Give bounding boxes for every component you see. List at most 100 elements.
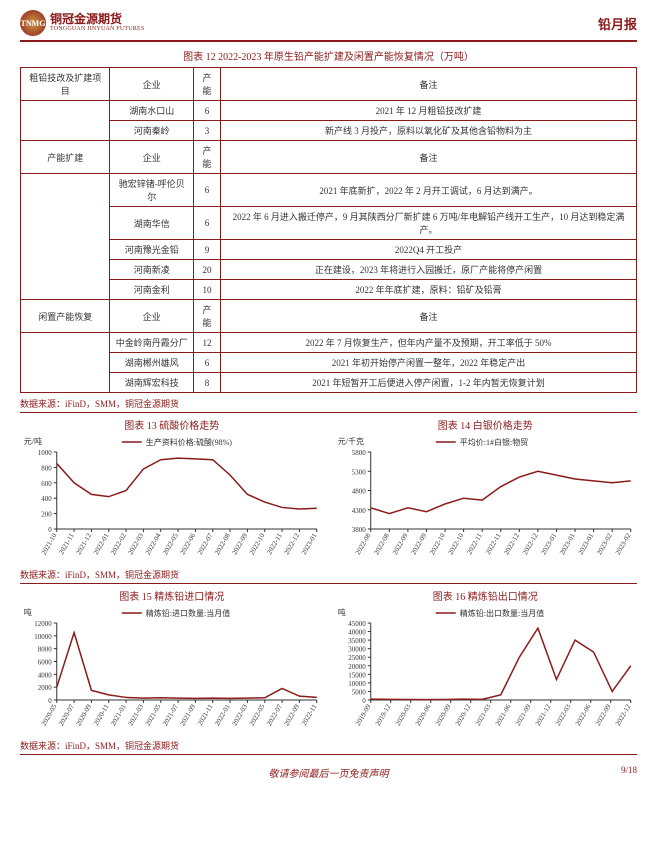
table-header-cell: 产能 — [194, 141, 221, 174]
svg-text:6000: 6000 — [38, 659, 53, 667]
svg-text:2021-05: 2021-05 — [144, 703, 163, 728]
table-cell: 12 — [194, 333, 221, 353]
svg-text:2020-07: 2020-07 — [57, 703, 76, 728]
svg-text:5300: 5300 — [351, 468, 366, 476]
svg-text:精炼铅:出口数量:当月值: 精炼铅:出口数量:当月值 — [459, 608, 543, 618]
svg-text:2021-03: 2021-03 — [473, 703, 492, 728]
svg-text:生产资料价格:硫酸(98%): 生产资料价格:硫酸(98%) — [146, 437, 233, 447]
svg-text:2021-03: 2021-03 — [127, 703, 146, 728]
svg-text:200: 200 — [41, 511, 52, 519]
disclaimer: 敬请参阅最后一页免责声明 — [269, 769, 389, 780]
svg-text:45000: 45000 — [348, 620, 366, 628]
table-cell: 6 — [194, 353, 221, 373]
svg-text:2020-06: 2020-06 — [413, 703, 432, 728]
table-header-cell: 企业 — [110, 68, 194, 101]
svg-text:2021-07: 2021-07 — [161, 703, 180, 728]
svg-text:600: 600 — [41, 480, 52, 488]
svg-text:2020-05: 2020-05 — [40, 703, 59, 728]
table-12-caption: 图表 12 2022-2023 年原生铅产能扩建及闲置产能恢复情况（万吨） — [20, 48, 637, 63]
svg-text:2022-09: 2022-09 — [593, 703, 612, 728]
table-header-cell: 备注 — [220, 300, 636, 333]
chart-15: 吨精炼铅:进口数量:当月值020004000600080001000012000… — [20, 605, 324, 735]
table-cell: 湖南郴州雄风 — [110, 353, 194, 373]
table-header-cell: 产能 — [194, 68, 221, 101]
chart-16-title: 图表 16 精炼铅出口情况 — [334, 588, 638, 603]
chart-14: 元/千克平均价:1#白银:物贸380043004800530058002022-… — [334, 434, 638, 564]
svg-text:2022-05: 2022-05 — [161, 532, 180, 557]
svg-text:2022-07: 2022-07 — [196, 532, 215, 557]
source-line-1: 数据来源：iFinD，SMM，铜冠金源期货 — [20, 397, 637, 413]
source-line-3: 数据来源：iFinD，SMM，铜冠金源期货 — [20, 739, 637, 755]
svg-text:2023-02: 2023-02 — [613, 532, 632, 557]
table-12: 粗铅技改及扩建项目企业产能备注湖南水口山62021 年 12 月粗铅技改扩建河南… — [20, 67, 637, 393]
table-cell: 2021 年初开始停产闲置一整年，2022 年稳定产出 — [220, 353, 636, 373]
svg-text:5800: 5800 — [351, 449, 366, 457]
table-cell: 河南金利 — [110, 280, 194, 300]
svg-text:2022-10: 2022-10 — [248, 532, 267, 557]
svg-text:10000: 10000 — [348, 680, 366, 688]
chart-13-title: 图表 13 硫酸价格走势 — [20, 417, 324, 432]
svg-text:2023-01: 2023-01 — [539, 532, 558, 557]
svg-text:2022-04: 2022-04 — [144, 532, 163, 557]
table-cell: 20 — [194, 260, 221, 280]
table-cell: 6 — [194, 174, 221, 207]
svg-text:4000: 4000 — [38, 671, 53, 679]
svg-text:2021-12: 2021-12 — [533, 703, 552, 728]
table-group-cell: 闲置产能恢复 — [21, 300, 110, 333]
svg-text:2021-12: 2021-12 — [75, 532, 94, 557]
svg-text:30000: 30000 — [348, 646, 366, 654]
svg-text:2022-11: 2022-11 — [265, 532, 284, 556]
logo-en: TONGGUAN JINYUAN FUTURES — [50, 26, 144, 33]
chart-13: 元/吨生产资料价格:硫酸(98%)020040060080010002021-1… — [20, 434, 324, 564]
table-header-cell: 企业 — [110, 300, 194, 333]
table-group-span — [21, 333, 110, 393]
table-cell: 2021 年底新扩，2022 年 2 月开工调试，6 月达到满产。 — [220, 174, 636, 207]
table-group-span — [21, 174, 110, 300]
table-cell: 2021 年短暂开工后便进入停产闲置，1-2 年内暂无恢复计划 — [220, 373, 636, 393]
svg-text:2022-12: 2022-12 — [521, 532, 540, 557]
svg-text:15000: 15000 — [348, 671, 366, 679]
table-cell: 正在建设，2023 年将进行入园搬迁，原厂产能将停产闲置 — [220, 260, 636, 280]
svg-text:25000: 25000 — [348, 654, 366, 662]
svg-text:2021-11: 2021-11 — [57, 532, 76, 556]
chart-15-title: 图表 15 精炼铅进口情况 — [20, 588, 324, 603]
svg-text:2022-11: 2022-11 — [484, 532, 503, 556]
svg-text:2023-01: 2023-01 — [558, 532, 577, 557]
svg-text:2019-09: 2019-09 — [353, 703, 372, 728]
svg-text:吨: 吨 — [337, 607, 345, 617]
svg-text:400: 400 — [41, 495, 52, 503]
svg-text:8000: 8000 — [38, 646, 53, 654]
svg-text:2022-06: 2022-06 — [573, 703, 592, 728]
svg-text:2022-08: 2022-08 — [213, 532, 232, 557]
svg-text:2020-09: 2020-09 — [75, 703, 94, 728]
source-line-2: 数据来源：iFinD，SMM，铜冠金源期货 — [20, 568, 637, 584]
svg-text:4800: 4800 — [351, 488, 366, 496]
footer: 敬请参阅最后一页免责声明 9/18 — [20, 765, 637, 780]
svg-text:2021-09: 2021-09 — [513, 703, 532, 728]
svg-text:2020-09: 2020-09 — [433, 703, 452, 728]
table-header-cell: 企业 — [110, 141, 194, 174]
svg-text:10000: 10000 — [34, 633, 52, 641]
svg-text:2022-08: 2022-08 — [353, 532, 372, 557]
table-cell: 湖南辉宏科技 — [110, 373, 194, 393]
svg-text:20000: 20000 — [348, 663, 366, 671]
svg-text:2022-09: 2022-09 — [231, 532, 250, 557]
table-cell: 湖南华信 — [110, 207, 194, 240]
table-cell: 2022 年 7 月恢复生产，但年内产量不及预期，开工率低于 50% — [220, 333, 636, 353]
svg-text:2022-09: 2022-09 — [283, 703, 302, 728]
svg-text:2023-01: 2023-01 — [576, 532, 595, 557]
svg-text:2023-01: 2023-01 — [300, 532, 319, 557]
logo-cn: 铜冠金源期货 — [50, 13, 144, 26]
svg-text:2022-03: 2022-03 — [553, 703, 572, 728]
svg-text:元/千克: 元/千克 — [337, 436, 363, 446]
svg-text:2021-01: 2021-01 — [109, 703, 128, 728]
logo-icon: TNMG — [20, 10, 46, 36]
svg-text:800: 800 — [41, 464, 52, 472]
svg-text:2020-11: 2020-11 — [92, 703, 111, 727]
report-title: 铅月报 — [598, 14, 637, 33]
svg-text:1000: 1000 — [38, 449, 53, 457]
table-cell: 新产线 3 月投产，原料以氧化矿及其他含铅物料为主 — [220, 121, 636, 141]
table-cell: 9 — [194, 240, 221, 260]
svg-text:2022-06: 2022-06 — [179, 532, 198, 557]
svg-text:2020-03: 2020-03 — [393, 703, 412, 728]
